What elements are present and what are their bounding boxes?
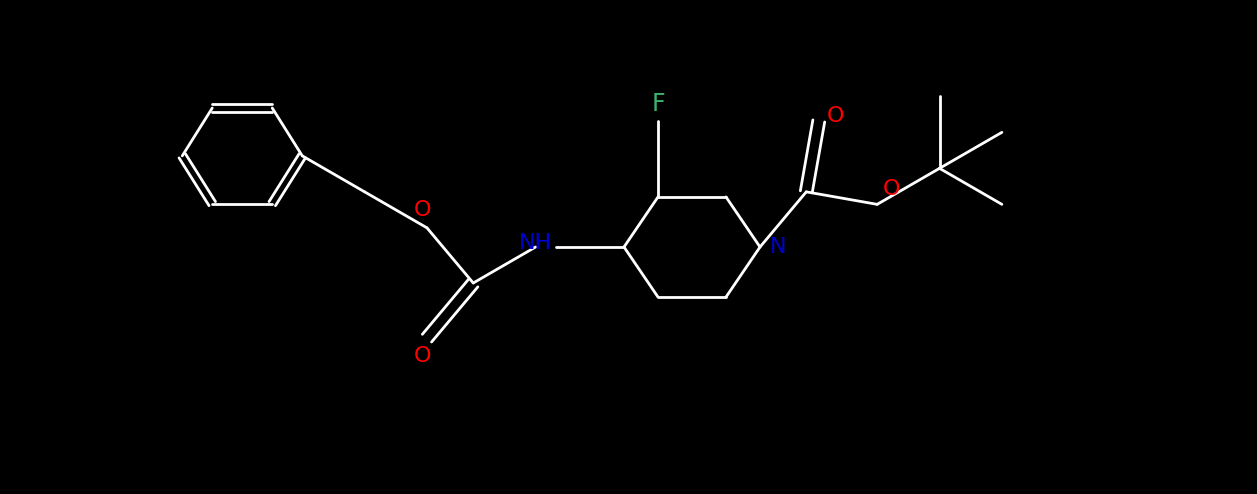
Text: O: O xyxy=(415,200,431,220)
Text: F: F xyxy=(651,92,665,117)
Text: O: O xyxy=(415,346,431,366)
Text: NH: NH xyxy=(519,233,552,253)
Text: O: O xyxy=(827,106,845,126)
Text: N: N xyxy=(769,237,786,257)
Text: O: O xyxy=(882,179,900,200)
